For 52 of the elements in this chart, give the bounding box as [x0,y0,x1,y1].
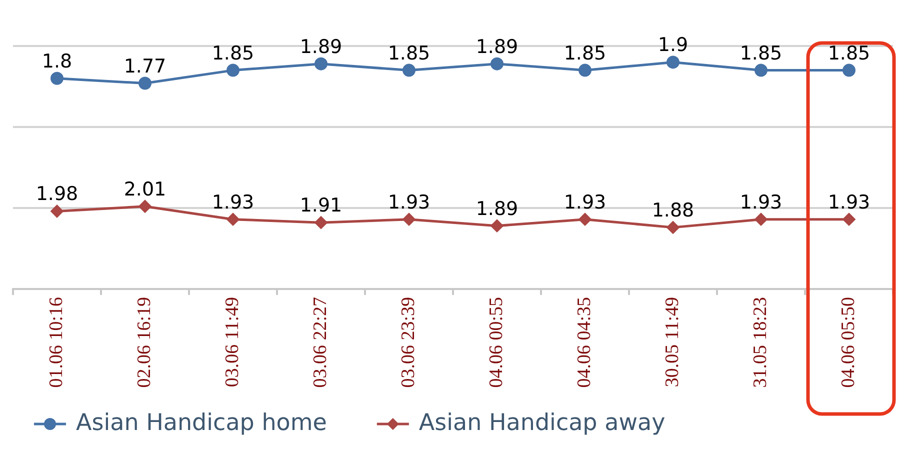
data-label: 1.89 [300,36,342,58]
data-label: 1.85 [740,42,782,64]
point [842,212,856,226]
data-label: 1.85 [828,42,870,64]
data-label: 1.85 [564,42,606,64]
point [666,220,680,234]
data-label: 1.93 [740,191,782,214]
point [138,200,152,213]
data-label: 1.85 [388,42,430,64]
data-label: 1.93 [212,191,254,214]
point [842,64,856,77]
data-label: 1.93 [828,191,870,214]
data-label: 1.98 [36,183,78,206]
x-tick-label: 04.06 05:50 [838,297,859,388]
point [402,64,416,77]
data-label: 1.89 [476,198,518,220]
data-label: 1.77 [124,55,166,78]
point [754,212,768,226]
point [578,212,592,226]
point [226,64,240,77]
point [578,64,592,77]
x-tick-label: 03.06 23:39 [398,297,419,388]
data-label: 2.01 [124,178,166,200]
point [490,57,504,70]
point [666,56,680,69]
point [138,76,152,90]
data-label: 1.91 [300,194,342,217]
point [754,64,768,77]
point [314,57,328,70]
data-label: 1.93 [564,191,606,214]
data-label: 1.85 [212,42,254,64]
x-tick-label: 01.06 10:16 [46,297,67,388]
point [50,72,64,85]
data-label: 1.8 [42,50,72,72]
point [50,204,64,218]
point [402,212,416,226]
x-tick-label: 04.06 00:55 [486,297,507,388]
data-label: 1.88 [652,199,694,222]
x-tick-label: 02.06 16:19 [134,297,155,388]
point [490,219,504,232]
x-tick-label: 04.06 04:35 [574,297,595,388]
x-tick-label: 03.06 22:27 [310,297,331,388]
data-label: 1.93 [388,191,430,214]
point [314,216,328,230]
point [226,212,240,226]
data-label: 1.89 [476,36,518,58]
legend-label: Asian Handicap home [76,410,327,436]
legend-label: Asian Handicap away [418,410,666,436]
x-tick-label: 31.05 18:23 [750,297,771,388]
data-label: 1.9 [658,34,688,56]
x-tick-label: 30.05 11:49 [662,297,683,388]
x-tick-label: 03.06 11:49 [222,297,243,388]
